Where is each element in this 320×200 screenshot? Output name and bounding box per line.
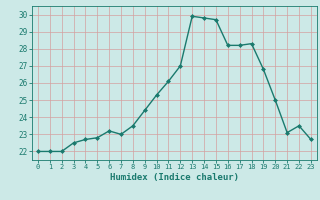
X-axis label: Humidex (Indice chaleur): Humidex (Indice chaleur) <box>110 173 239 182</box>
